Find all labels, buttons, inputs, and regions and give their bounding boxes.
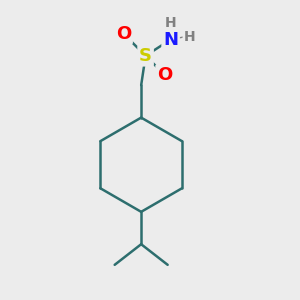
Text: H: H [184, 30, 196, 44]
Text: H: H [165, 16, 176, 30]
Text: N: N [163, 31, 178, 49]
Text: O: O [116, 25, 131, 43]
Text: S: S [139, 47, 152, 65]
Text: O: O [157, 66, 172, 84]
